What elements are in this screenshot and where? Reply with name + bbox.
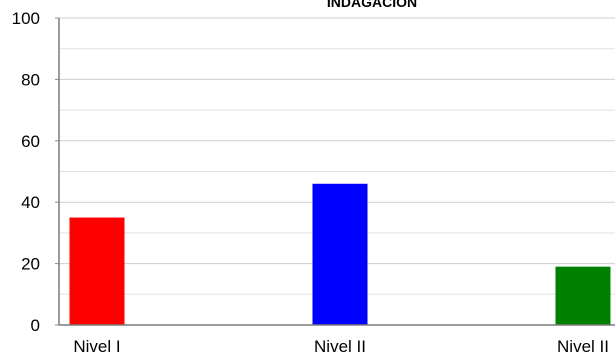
- chart-title: INDAGACION: [327, 0, 417, 10]
- y-axis-ticks: 0 20 40 60 80 100: [12, 9, 59, 335]
- bar: [555, 266, 611, 325]
- x-category-label: Nivel II: [557, 337, 609, 356]
- y-tick-label: 40: [21, 193, 40, 212]
- bars: [69, 183, 611, 325]
- y-tick-label: 100: [12, 9, 40, 28]
- x-category-label: Nivel II: [314, 337, 366, 356]
- bar: [312, 183, 368, 325]
- y-tick-label: 20: [21, 255, 40, 274]
- gridlines: [59, 17, 615, 295]
- bar: [69, 217, 125, 325]
- x-axis-categories: Nivel I Nivel II Nivel II: [73, 337, 609, 356]
- y-tick-label: 80: [21, 70, 40, 89]
- y-tick-label: 60: [21, 132, 40, 151]
- y-tick-label: 0: [31, 316, 40, 335]
- x-category-label: Nivel I: [73, 337, 120, 356]
- axes: [58, 18, 615, 326]
